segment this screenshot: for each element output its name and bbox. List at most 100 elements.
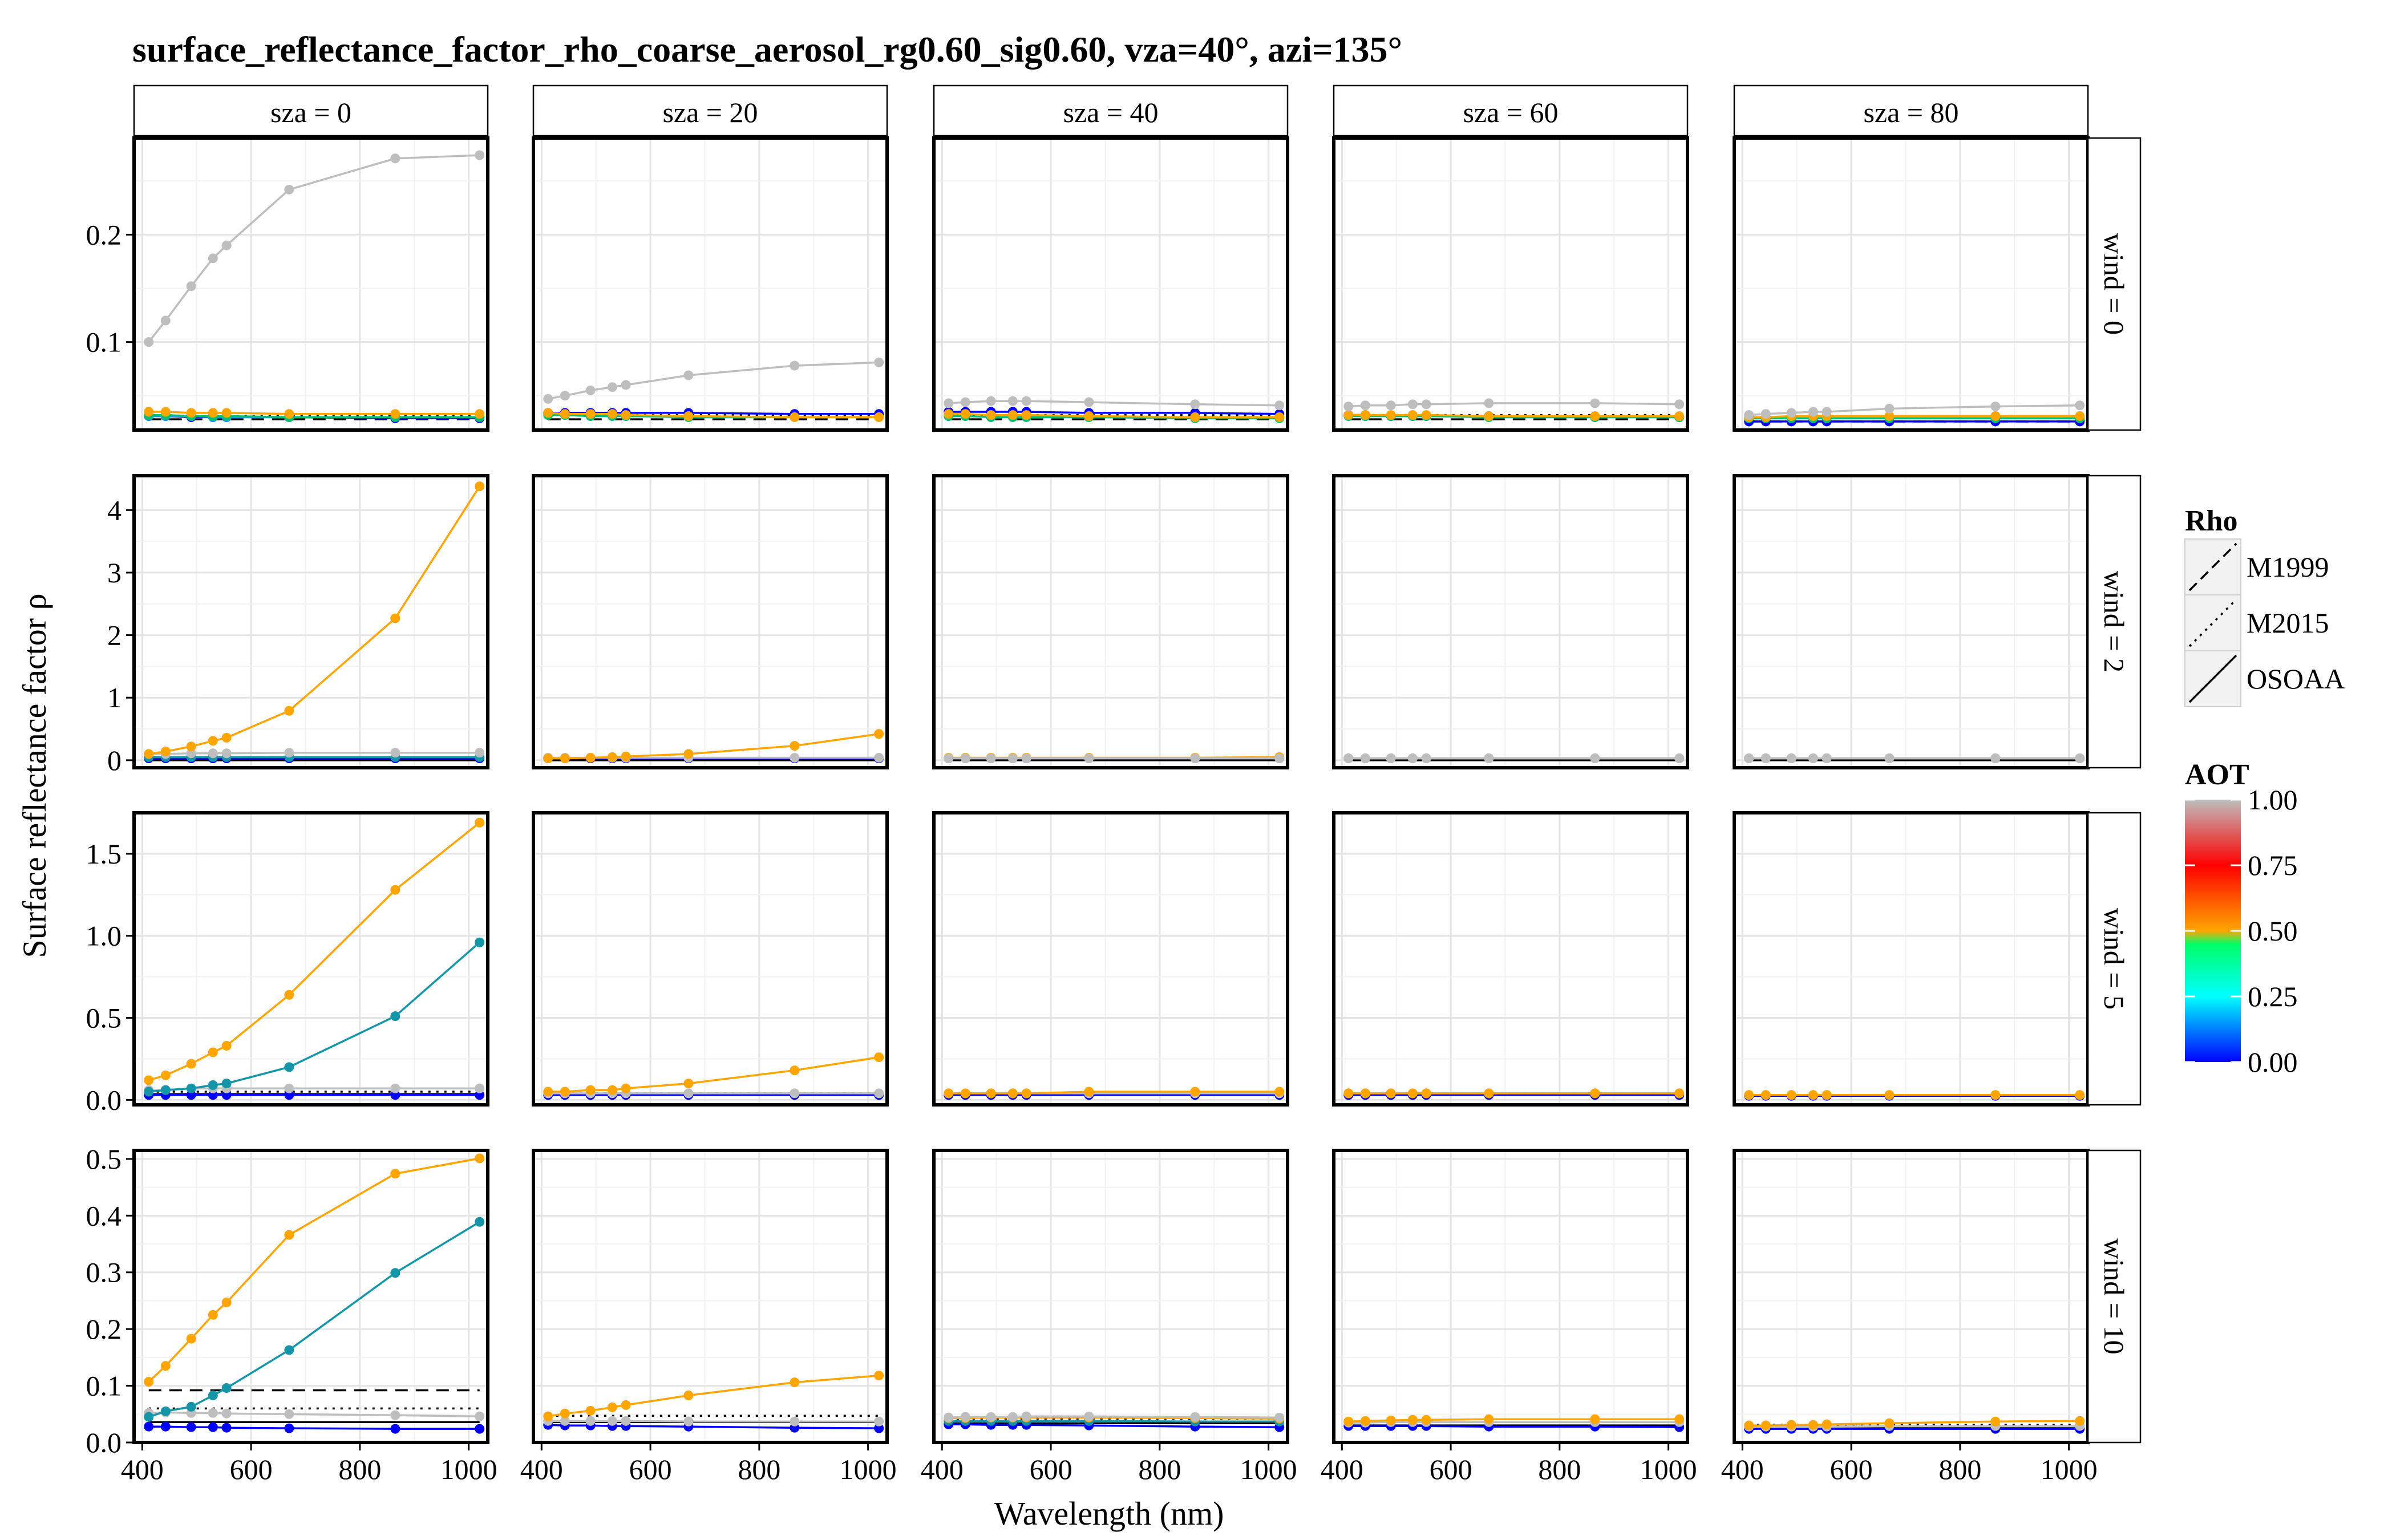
data-point [1674,399,1685,410]
data-point [560,753,570,764]
data-point [144,1421,154,1432]
data-point [1590,753,1600,764]
data-point [1484,1088,1494,1099]
data-point [208,1422,218,1432]
panel-background [934,1150,1288,1442]
panel-r1-c3 [1334,476,1687,768]
data-point [1360,753,1370,764]
data-point [160,746,171,756]
panel-data-r1-c4 [1744,753,2085,764]
data-point [1760,1420,1771,1430]
data-point [607,409,617,419]
data-point [944,753,954,764]
data-point [1360,1416,1370,1426]
data-point [1021,753,1031,764]
data-point [160,407,171,417]
data-point [1021,410,1031,420]
panel-border [932,474,1289,769]
data-point [607,752,617,762]
data-point [1407,753,1418,764]
panel-marks [944,752,1285,764]
data-point [1990,1090,2001,1100]
panel-marks [944,1087,1285,1100]
data-point [560,1087,570,1097]
data-point [1786,1420,1796,1430]
panel-border [132,811,489,1107]
data-point [874,412,884,422]
strip-wind-label: wind = 10 [2098,1238,2130,1354]
panel-data-r1-c3 [1343,753,1685,764]
data-point [585,409,596,419]
x-tick-label: 600 [1830,1453,1873,1485]
x-tick-label: 1000 [1240,1453,1297,1485]
data-point [1744,753,1754,764]
data-point [960,409,970,419]
data-point [1386,400,1396,411]
panel-r0-c4 [1734,138,2088,430]
series-line [1348,1421,1679,1424]
data-point [621,1400,631,1410]
data-point [1007,1088,1018,1099]
panel-marks [1343,753,1685,764]
data-point [475,150,485,160]
data-point [1590,411,1600,422]
colorbar-tick-label: 0.50 [2248,915,2298,947]
panel-r2-c2 [934,813,1288,1105]
data-point [585,385,596,395]
data-point [1386,410,1396,420]
panel-marks [1744,1416,2085,1434]
panel-data-r3-c0 [144,1153,485,1434]
data-point [2075,1416,2085,1426]
data-point [790,360,800,371]
data-point [543,394,553,404]
strip-sza-box [532,84,888,137]
data-point [607,1085,617,1095]
data-point [1484,411,1494,422]
data-point [874,1052,884,1063]
data-point [186,408,196,418]
y-tick-label: 1.0 [86,920,122,952]
legend-rho-label: M2015 [2247,607,2329,639]
data-point [1590,1088,1600,1099]
data-point [160,1361,171,1371]
data-point [683,749,694,759]
data-point [221,1297,232,1307]
data-point [1274,1412,1285,1423]
data-point [944,398,954,408]
data-point [790,1088,800,1099]
data-point [390,748,400,758]
panel-r1-c1 [533,476,887,768]
data-point [390,613,400,623]
strip-wind-box [2087,812,2142,1106]
data-point [1190,1412,1200,1422]
panel-marks [144,481,485,764]
data-point [1590,398,1600,408]
strip-wind-label: wind = 0 [2098,233,2130,335]
panel-border [932,811,1289,1107]
data-point [960,1088,970,1099]
y-tick-label: 0.0 [86,1426,122,1458]
data-point [1590,1414,1600,1424]
data-point [986,410,996,420]
data-point [390,1424,400,1434]
data-point [1343,410,1354,420]
panel-data-r2-c1 [543,1052,884,1100]
panel-marks [144,817,485,1100]
y-tick-label: 0.4 [86,1199,122,1231]
data-point [208,408,218,418]
panel-data-r0-c0 [144,150,485,423]
panel-data-r0-c1 [543,357,884,422]
x-tick-label: 1000 [1640,1453,1697,1485]
x-tick-label: 800 [1538,1453,1581,1485]
data-point [986,1088,996,1099]
panel-data-r2-c0 [144,817,485,1100]
colorbar-tick-label: 0.25 [2248,980,2298,1012]
panel-background [1334,813,1687,1105]
y-axis-title: Surface reflectance factor ρ [16,593,53,958]
data-point [790,752,800,763]
data-point [1360,400,1370,411]
data-point [790,741,800,751]
data-point [1190,753,1200,764]
data-point [1407,410,1418,420]
y-tick-label: 0.5 [86,1143,122,1175]
